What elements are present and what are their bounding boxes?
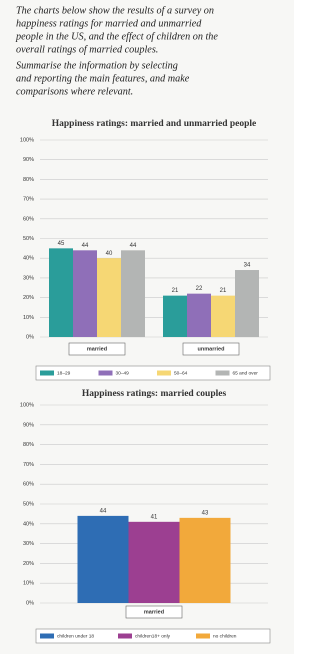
category-box (68, 342, 126, 356)
x-tick-label: married (87, 346, 107, 352)
legend-label: children18+ only (135, 633, 171, 639)
y-tick-label: 90% (23, 422, 34, 428)
legend-swatch (40, 633, 54, 639)
legend-box (35, 628, 271, 644)
y-tick-label: 20% (23, 561, 34, 567)
chart-title: Happiness ratings: married and unmarried… (52, 119, 257, 129)
prompt-line: happiness ratings for married and unmarr… (16, 18, 202, 29)
prompt-line: The charts below show the results of a s… (16, 5, 214, 16)
y-tick-label: 80% (23, 442, 34, 448)
bar (121, 250, 145, 337)
legend-swatch (118, 633, 132, 639)
legend-label: children under 18 (57, 633, 94, 639)
y-tick-label: 70% (23, 197, 34, 203)
value-label: 40 (106, 251, 113, 257)
legend-swatch (215, 370, 230, 376)
category-box (125, 605, 183, 619)
value-label: 44 (100, 508, 107, 514)
bar (163, 295, 187, 337)
legend-swatch (98, 370, 113, 376)
bar (187, 293, 211, 337)
bar (235, 270, 259, 337)
legend-swatch (40, 370, 54, 376)
y-tick-label: 0% (26, 334, 34, 340)
value-label: 41 (151, 514, 158, 520)
bar (211, 295, 235, 337)
y-tick-label: 70% (23, 462, 34, 468)
value-label: 21 (172, 288, 179, 294)
legend-swatch (196, 633, 210, 639)
value-label: 21 (220, 288, 227, 294)
legend-label: 18–29 (57, 370, 71, 376)
value-label: 34 (244, 263, 251, 269)
y-tick-label: 40% (23, 256, 34, 262)
bar (49, 248, 73, 337)
value-label: 22 (196, 286, 203, 292)
value-label: 43 (202, 510, 209, 516)
legend-label: 65 and over (233, 370, 259, 376)
chart-title: Happiness ratings: married couples (82, 389, 227, 399)
y-tick-label: 100% (20, 137, 34, 143)
prompt-line: comparisons where relevant. (16, 86, 133, 97)
prompt-line: overall ratings of married couples. (16, 44, 158, 55)
y-tick-label: 90% (23, 157, 34, 163)
legend-label: 50–64 (174, 370, 188, 376)
y-tick-label: 40% (23, 521, 34, 527)
y-tick-label: 30% (23, 541, 34, 547)
y-tick-label: 80% (23, 177, 34, 183)
value-label: 44 (130, 243, 137, 249)
y-tick-label: 10% (23, 315, 34, 321)
page: The charts below show the results of a s… (15, 5, 271, 644)
value-label: 44 (82, 243, 89, 249)
x-tick-label: unmarried (198, 346, 225, 352)
bar (128, 521, 180, 603)
prompt-line: people in the US, and the effect of chil… (15, 31, 218, 42)
bar (97, 258, 121, 337)
x-tick-label: married (144, 609, 164, 615)
bar (77, 515, 129, 603)
y-tick-label: 50% (23, 501, 34, 507)
legend-label: no children (213, 633, 237, 639)
y-tick-label: 0% (26, 600, 34, 606)
value-label: 45 (58, 241, 65, 247)
prompt-line: and reporting the main features, and mak… (16, 73, 190, 84)
y-tick-label: 10% (23, 581, 34, 587)
y-tick-label: 60% (23, 216, 34, 222)
y-tick-label: 30% (23, 275, 34, 281)
y-tick-label: 20% (23, 295, 34, 301)
legend-box (35, 365, 271, 381)
bar (73, 250, 97, 337)
prompt-line: Summarise the information by selecting (16, 60, 178, 71)
bar (179, 517, 231, 603)
legend-label: 30–49 (116, 370, 130, 376)
y-tick-label: 50% (23, 236, 34, 242)
y-tick-label: 60% (23, 482, 34, 488)
legend-swatch (157, 370, 171, 376)
category-box (182, 342, 240, 356)
y-tick-label: 100% (20, 402, 34, 408)
